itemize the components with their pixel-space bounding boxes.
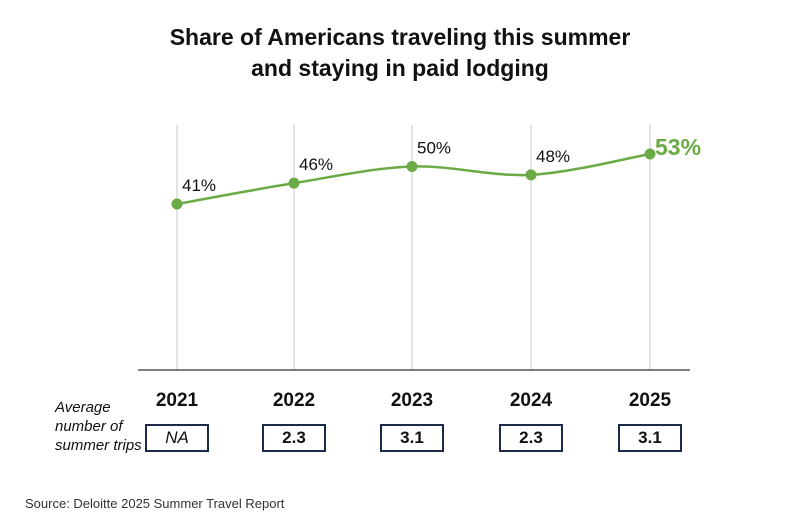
tick-label-2023: 2023 bbox=[390, 390, 434, 411]
trips-value-2021: NA bbox=[145, 424, 209, 452]
chart-title-line-2: and staying in paid lodging bbox=[251, 55, 549, 81]
data-label-2024: 48% bbox=[536, 147, 570, 166]
data-label-2025: 53% bbox=[655, 134, 701, 160]
trips-value-2023: 3.1 bbox=[380, 424, 444, 452]
tick-label-2022: 2022 bbox=[272, 390, 316, 411]
trips-value-2024: 2.3 bbox=[499, 424, 563, 452]
data-label-2022: 46% bbox=[299, 155, 333, 174]
trips-label-line-1: Average bbox=[55, 399, 111, 416]
trips-label-line-3: summer trips bbox=[55, 437, 142, 454]
data-label-2021: 41% bbox=[182, 176, 216, 195]
tick-label-2025: 2025 bbox=[628, 390, 672, 411]
data-point-2024 bbox=[525, 169, 537, 181]
trips-label-line-2: number of bbox=[55, 418, 123, 435]
trips-value-2022: 2.3 bbox=[262, 424, 326, 452]
data-point-2022 bbox=[288, 177, 300, 189]
chart-title: Share of Americans traveling this summer… bbox=[0, 22, 800, 84]
data-label-2023: 50% bbox=[417, 139, 451, 158]
data-point-2021 bbox=[171, 198, 183, 210]
tick-label-2024: 2024 bbox=[509, 390, 553, 411]
trips-value-2025: 3.1 bbox=[618, 424, 682, 452]
chart-title-line-1: Share of Americans traveling this summer bbox=[169, 24, 631, 50]
trips-row-label: Average number of summer trips bbox=[55, 398, 165, 455]
tick-label-2021: 2021 bbox=[155, 390, 199, 411]
source-note: Source: Deloitte 2025 Summer Travel Repo… bbox=[25, 496, 285, 511]
data-point-2025 bbox=[644, 148, 656, 160]
data-point-2023 bbox=[406, 161, 418, 172]
